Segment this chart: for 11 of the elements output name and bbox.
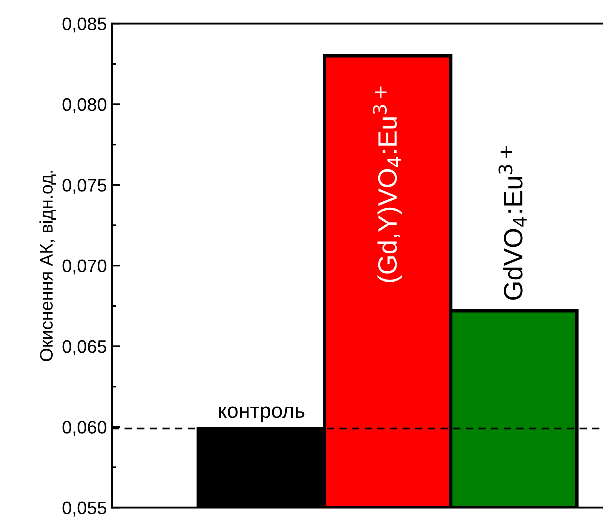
y-axis-title: Окиснення АК, відн.од.: [40, 171, 56, 362]
y-tick-label: 0,085: [62, 18, 107, 33]
annotation: GdVO$_{4}$:Eu$^{3+}$: [498, 146, 527, 300]
y-tick-label: 0,060: [62, 421, 107, 436]
y-tick-label: 0,065: [62, 340, 107, 356]
annotation: (Gd,Y)VO$_{4}$:Eu$^{3+}$: [373, 86, 402, 282]
y-tick-label: 0,075: [62, 179, 107, 194]
y-tick-label: 0,080: [62, 98, 107, 114]
y-tick-label: 0,055: [62, 502, 107, 517]
annotation: контроль: [219, 406, 305, 422]
y-tick-label: 0,070: [62, 260, 107, 275]
